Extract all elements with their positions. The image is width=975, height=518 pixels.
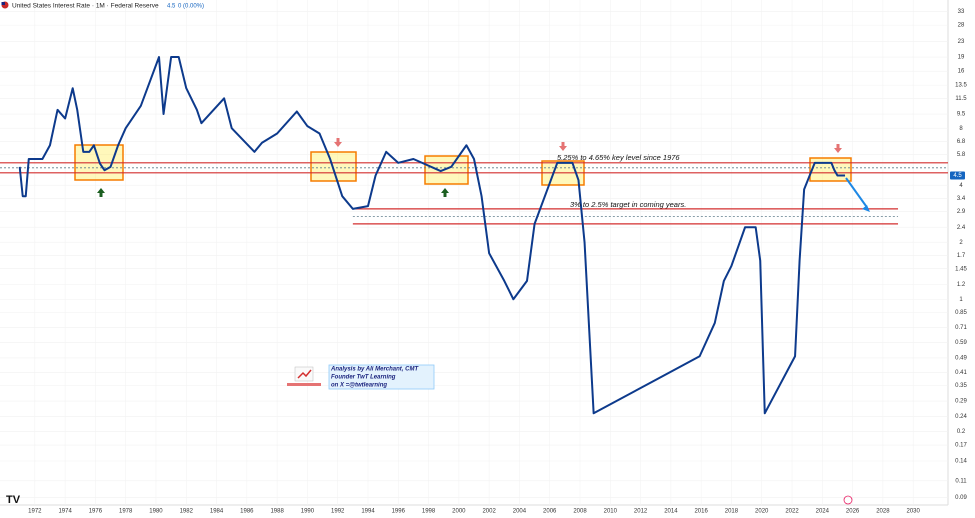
y-tick-label: 0.49: [955, 356, 967, 362]
y-tick-label: 33: [958, 9, 965, 15]
credit-line: Founder TwT Learning: [331, 375, 396, 381]
last-value: 4.5: [167, 4, 176, 10]
x-tick-label: 2012: [634, 509, 648, 515]
x-tick-label: 1998: [422, 509, 436, 515]
y-tick-label: 4: [959, 183, 963, 189]
y-tick-label: 1.45: [955, 266, 967, 272]
y-tick-label: 13.5: [955, 83, 967, 89]
up-arrow: [441, 188, 449, 197]
credit-line: on X =@twtlearning: [331, 383, 387, 389]
y-tick-label: 0.24: [955, 414, 967, 420]
chart-title: United States Interest Rate · 1M · Feder…: [12, 3, 159, 10]
y-tick-label: 0.71: [955, 325, 967, 331]
x-tick-label: 1996: [392, 509, 406, 515]
projection-arrow-head: [862, 205, 870, 212]
y-tick-label: 6.8: [957, 139, 966, 145]
x-tick-label: 2016: [694, 509, 708, 515]
zone: [424, 155, 469, 185]
x-tick-label: 1976: [89, 509, 103, 515]
annotation: 3% to 2.5% target in coming years.: [570, 200, 686, 209]
x-tick-label: 1984: [210, 509, 224, 515]
y-tick-label: 2: [959, 240, 963, 246]
rate-line: [18, 56, 846, 415]
y-tick-label: 0.11: [955, 478, 967, 484]
x-tick-label: 1990: [301, 509, 315, 515]
x-tick-label: 2014: [664, 509, 678, 515]
zone: [809, 157, 852, 182]
x-tick-label: 1992: [331, 509, 345, 515]
annotation: 5.25% to 4.65% key level since 1976: [557, 153, 680, 162]
down-arrow: [834, 144, 842, 153]
flag-icon-canton: [1, 2, 5, 5]
x-tick-label: 2022: [785, 509, 799, 515]
y-tick-label: 0.29: [955, 399, 967, 405]
y-tick-label: 2.4: [957, 225, 966, 231]
x-tick-label: 2002: [482, 509, 496, 515]
x-tick-label: 1974: [58, 509, 72, 515]
x-tick-label: 2004: [513, 509, 527, 515]
down-arrow: [559, 142, 567, 151]
x-tick-label: 1972: [28, 509, 42, 515]
plot: [18, 56, 846, 415]
x-tick-label: 2018: [725, 509, 739, 515]
x-tick-label: 2030: [906, 509, 920, 515]
x-tick-label: 1978: [119, 509, 133, 515]
x-tick-label: 2026: [846, 509, 860, 515]
x-tick-label: 1994: [361, 509, 375, 515]
y-tick-label: 11.5: [955, 96, 967, 102]
y-tick-label: 23: [958, 39, 965, 45]
x-tick-label: 2028: [876, 509, 890, 515]
y-tick-label: 3.4: [957, 196, 966, 202]
credit-box: [328, 364, 435, 390]
x-tick-label: 1982: [180, 509, 194, 515]
projection-arrow: [845, 177, 867, 207]
down-arrow: [334, 138, 342, 147]
y-tick-label: 9.5: [957, 112, 966, 118]
x-tick-label: 1986: [240, 509, 254, 515]
x-tick-label: 2024: [816, 509, 830, 515]
tv-logo: TV: [6, 494, 21, 506]
y-tick-label: 2.9: [957, 209, 966, 215]
x-tick-label: 2020: [755, 509, 769, 515]
y-tick-label: 0.41: [955, 370, 967, 376]
x-tick-label: 1980: [149, 509, 163, 515]
arrows: [97, 138, 870, 212]
up-arrow: [97, 188, 105, 197]
y-tick-label: 1.7: [957, 253, 966, 259]
last-value-label: 4.5: [953, 173, 962, 179]
x-tick-label: 1988: [270, 509, 284, 515]
x-tick-label: 2000: [452, 509, 466, 515]
credit-logo: [287, 366, 321, 386]
y-tick-label: 0.09: [955, 495, 967, 501]
y-tick-label: 8: [959, 126, 963, 132]
y-tick-label: 0.17: [955, 443, 967, 449]
logo-mark: [297, 369, 312, 379]
y-tick-label: 1.2: [957, 282, 966, 288]
y-tick-label: 16: [958, 69, 965, 75]
y-tick-label: 0.35: [955, 383, 967, 389]
x-tick-label: 2008: [573, 509, 587, 515]
y-tick-label: 5.8: [957, 152, 966, 158]
y-tick-label: 0.59: [955, 340, 967, 346]
credit-line: Analysis by Ali Merchant, CMT: [330, 367, 419, 373]
y-tick-label: 1: [959, 297, 963, 303]
event-marker: [843, 495, 853, 505]
x-tick-label: 2006: [543, 509, 557, 515]
change: 0 (0.00%): [178, 4, 204, 10]
logo-text: [287, 383, 321, 386]
y-tick-label: 0.2: [957, 429, 966, 435]
x-tick-label: 2010: [604, 509, 618, 515]
y-tick-label: 28: [958, 23, 965, 29]
y-tick-label: 0.14: [955, 459, 967, 465]
y-tick-label: 19: [958, 55, 965, 61]
last-value-badge: [950, 171, 965, 180]
y-tick-label: 0.85: [955, 310, 967, 316]
